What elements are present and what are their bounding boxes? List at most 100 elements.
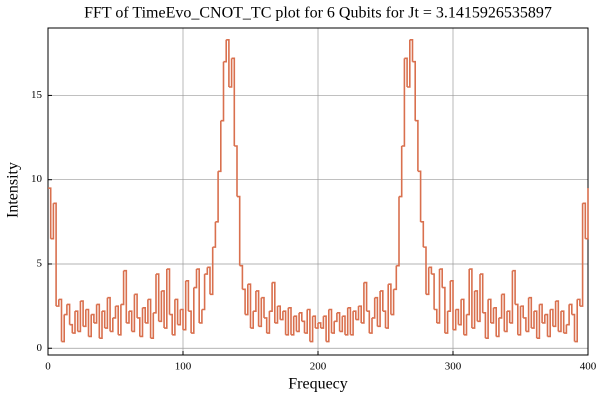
step-segment <box>118 304 122 336</box>
step-segment <box>88 314 92 338</box>
step-segment <box>261 296 265 318</box>
step-segment <box>534 310 538 339</box>
step-segment <box>242 288 246 315</box>
step-segment <box>174 298 179 325</box>
x-tick-label: 400 <box>580 361 597 373</box>
step-segment <box>377 290 381 328</box>
step-segment <box>142 307 146 323</box>
step-segment <box>83 309 87 328</box>
step-segment <box>145 299 149 324</box>
step-segment <box>582 202 587 239</box>
step-segment <box>547 309 551 338</box>
step-segment <box>196 268 200 323</box>
step-segment <box>247 283 252 329</box>
step-segment <box>417 170 422 222</box>
step-segment <box>426 267 430 296</box>
step-segment <box>77 301 82 333</box>
step-segment <box>436 269 441 324</box>
step-segment <box>501 293 506 332</box>
step-segment <box>288 307 292 335</box>
step-segment <box>115 305 119 335</box>
step-segment <box>482 312 487 339</box>
step-segment <box>96 303 101 339</box>
step-segment <box>480 273 484 313</box>
step-segment <box>50 203 55 240</box>
step-segment <box>463 314 468 336</box>
step-segment <box>401 58 406 147</box>
step-segment <box>323 315 327 342</box>
step-segment <box>447 280 452 312</box>
step-segment <box>58 298 63 342</box>
step-segment <box>474 290 479 322</box>
step-segment <box>544 313 549 337</box>
step-segment <box>415 119 419 172</box>
step-segment <box>183 280 187 331</box>
step-segment <box>585 188 589 240</box>
step-segment <box>166 268 171 315</box>
step-segment <box>355 306 360 321</box>
step-segment <box>293 315 298 332</box>
step-segment <box>304 309 308 334</box>
step-segment <box>266 311 271 334</box>
step-segment <box>574 299 578 343</box>
step-segment <box>517 306 522 336</box>
step-segment <box>428 266 433 275</box>
step-segment <box>299 312 303 322</box>
step-segment <box>315 322 319 329</box>
step-segment <box>444 311 449 334</box>
step-segment <box>390 289 395 316</box>
step-segment <box>566 304 570 326</box>
step-segment <box>250 311 254 329</box>
step-segment <box>177 309 182 326</box>
step-segment <box>372 297 376 319</box>
step-segment <box>91 313 95 323</box>
step-segment <box>571 313 576 342</box>
step-segment <box>569 303 573 315</box>
step-segment <box>193 269 198 289</box>
x-tick-label: 300 <box>445 361 462 373</box>
step-segment <box>107 296 111 332</box>
step-segment <box>550 308 554 327</box>
step-segment <box>423 246 427 295</box>
step-segment <box>552 301 557 328</box>
step-segment <box>212 221 217 248</box>
step-segment <box>307 308 311 342</box>
step-segment <box>215 171 219 223</box>
chart-title: FFT of TimeEvo_CNOT_TC plot for 6 Qubits… <box>84 5 552 22</box>
step-segment <box>134 293 138 318</box>
step-segment <box>56 299 60 307</box>
x-axis-label: Frequecy <box>288 376 348 393</box>
step-segment <box>493 307 497 337</box>
step-segment <box>336 312 341 332</box>
step-segment <box>388 283 392 315</box>
step-segment <box>245 284 249 316</box>
step-segment <box>442 286 446 334</box>
step-segment <box>85 308 90 337</box>
step-segment <box>253 290 257 312</box>
y-tick-label: 0 <box>37 342 43 354</box>
step-segment <box>112 306 117 319</box>
x-tick-label: 100 <box>175 361 192 373</box>
step-segment <box>312 315 317 329</box>
step-segment <box>347 307 352 335</box>
y-axis-label: Intensity <box>5 162 22 218</box>
step-segment <box>369 317 373 334</box>
step-segment <box>264 317 268 334</box>
step-segment <box>396 196 400 267</box>
step-segment <box>334 312 338 323</box>
step-segment <box>199 309 203 324</box>
step-segment <box>269 282 273 312</box>
step-segment <box>53 202 57 307</box>
step-segment <box>272 281 276 323</box>
step-segment <box>345 307 349 336</box>
step-segment <box>539 303 543 323</box>
step-segment <box>131 294 136 333</box>
step-segment <box>158 290 163 323</box>
step-segment <box>485 299 489 339</box>
step-segment <box>512 269 516 305</box>
step-segment <box>234 145 238 197</box>
step-segment <box>558 311 562 333</box>
step-segment <box>509 270 514 324</box>
